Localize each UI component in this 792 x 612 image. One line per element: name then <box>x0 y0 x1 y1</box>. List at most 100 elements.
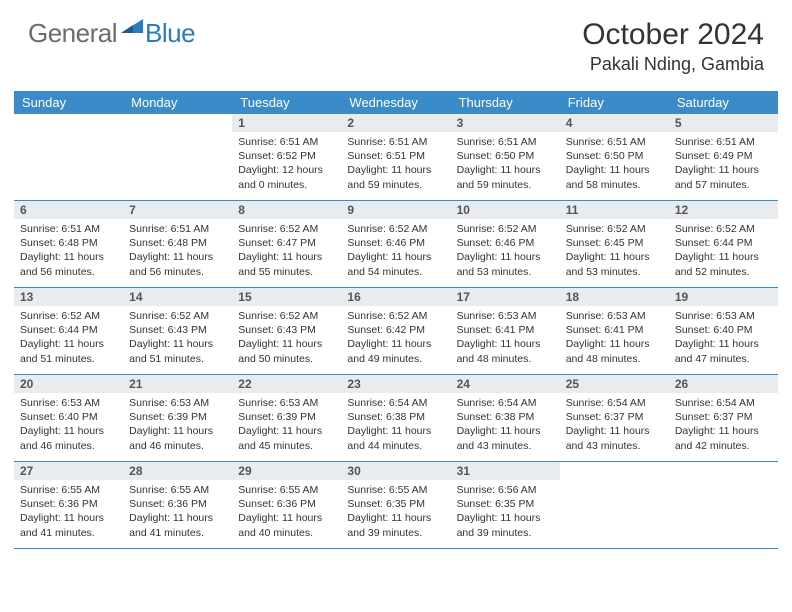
sunrise-text: Sunrise: 6:54 AM <box>675 396 772 410</box>
daylight-text: Daylight: 11 hours and 51 minutes. <box>20 337 117 365</box>
logo-text-general: General <box>28 18 117 49</box>
daylight-text: Daylight: 11 hours and 51 minutes. <box>129 337 226 365</box>
daylight-text: Daylight: 11 hours and 50 minutes. <box>238 337 335 365</box>
day-content: Sunrise: 6:53 AMSunset: 6:40 PMDaylight:… <box>14 393 123 457</box>
daylight-text: Daylight: 11 hours and 48 minutes. <box>457 337 554 365</box>
day-number: 19 <box>669 288 778 306</box>
day-cell: 12Sunrise: 6:52 AMSunset: 6:44 PMDayligh… <box>669 201 778 287</box>
sunset-text: Sunset: 6:45 PM <box>566 236 663 250</box>
sunrise-text: Sunrise: 6:53 AM <box>129 396 226 410</box>
day-cell: 17Sunrise: 6:53 AMSunset: 6:41 PMDayligh… <box>451 288 560 374</box>
day-number: 7 <box>123 201 232 219</box>
weekday-header: Friday <box>560 91 669 114</box>
daylight-text: Daylight: 11 hours and 48 minutes. <box>566 337 663 365</box>
day-cell: 29Sunrise: 6:55 AMSunset: 6:36 PMDayligh… <box>232 462 341 548</box>
weekday-header-row: Sunday Monday Tuesday Wednesday Thursday… <box>14 91 778 114</box>
sunrise-text: Sunrise: 6:52 AM <box>238 222 335 236</box>
day-number: 6 <box>14 201 123 219</box>
week-row: 13Sunrise: 6:52 AMSunset: 6:44 PMDayligh… <box>14 288 778 375</box>
day-content: Sunrise: 6:52 AMSunset: 6:46 PMDaylight:… <box>451 219 560 283</box>
day-cell: 23Sunrise: 6:54 AMSunset: 6:38 PMDayligh… <box>341 375 450 461</box>
day-content: Sunrise: 6:52 AMSunset: 6:47 PMDaylight:… <box>232 219 341 283</box>
weekday-header: Saturday <box>669 91 778 114</box>
sunset-text: Sunset: 6:41 PM <box>566 323 663 337</box>
empty-day-cell <box>123 114 232 200</box>
sunset-text: Sunset: 6:37 PM <box>675 410 772 424</box>
day-number: 25 <box>560 375 669 393</box>
sunset-text: Sunset: 6:52 PM <box>238 149 335 163</box>
sunset-text: Sunset: 6:48 PM <box>20 236 117 250</box>
day-number: 27 <box>14 462 123 480</box>
day-cell: 27Sunrise: 6:55 AMSunset: 6:36 PMDayligh… <box>14 462 123 548</box>
day-content: Sunrise: 6:55 AMSunset: 6:36 PMDaylight:… <box>123 480 232 544</box>
header: General Blue October 2024 Pakali Nding, … <box>0 0 792 83</box>
day-cell: 22Sunrise: 6:53 AMSunset: 6:39 PMDayligh… <box>232 375 341 461</box>
day-number: 13 <box>14 288 123 306</box>
daylight-text: Daylight: 11 hours and 53 minutes. <box>457 250 554 278</box>
sunrise-text: Sunrise: 6:55 AM <box>20 483 117 497</box>
day-number: 23 <box>341 375 450 393</box>
sunset-text: Sunset: 6:36 PM <box>20 497 117 511</box>
sunset-text: Sunset: 6:36 PM <box>129 497 226 511</box>
day-content: Sunrise: 6:53 AMSunset: 6:41 PMDaylight:… <box>451 306 560 370</box>
sunset-text: Sunset: 6:47 PM <box>238 236 335 250</box>
daylight-text: Daylight: 11 hours and 47 minutes. <box>675 337 772 365</box>
day-content: Sunrise: 6:52 AMSunset: 6:42 PMDaylight:… <box>341 306 450 370</box>
day-cell: 1Sunrise: 6:51 AMSunset: 6:52 PMDaylight… <box>232 114 341 200</box>
day-content: Sunrise: 6:53 AMSunset: 6:39 PMDaylight:… <box>123 393 232 457</box>
sunrise-text: Sunrise: 6:51 AM <box>457 135 554 149</box>
day-content: Sunrise: 6:52 AMSunset: 6:44 PMDaylight:… <box>14 306 123 370</box>
sunrise-text: Sunrise: 6:55 AM <box>129 483 226 497</box>
day-number: 31 <box>451 462 560 480</box>
day-content: Sunrise: 6:51 AMSunset: 6:50 PMDaylight:… <box>451 132 560 196</box>
sunset-text: Sunset: 6:35 PM <box>347 497 444 511</box>
daylight-text: Daylight: 11 hours and 54 minutes. <box>347 250 444 278</box>
day-content: Sunrise: 6:55 AMSunset: 6:36 PMDaylight:… <box>232 480 341 544</box>
sunset-text: Sunset: 6:40 PM <box>20 410 117 424</box>
day-cell: 2Sunrise: 6:51 AMSunset: 6:51 PMDaylight… <box>341 114 450 200</box>
day-cell: 18Sunrise: 6:53 AMSunset: 6:41 PMDayligh… <box>560 288 669 374</box>
day-content: Sunrise: 6:51 AMSunset: 6:48 PMDaylight:… <box>14 219 123 283</box>
day-number: 14 <box>123 288 232 306</box>
sunrise-text: Sunrise: 6:53 AM <box>566 309 663 323</box>
day-content: Sunrise: 6:53 AMSunset: 6:40 PMDaylight:… <box>669 306 778 370</box>
sunrise-text: Sunrise: 6:52 AM <box>20 309 117 323</box>
calendar: Sunday Monday Tuesday Wednesday Thursday… <box>14 91 778 549</box>
sunrise-text: Sunrise: 6:51 AM <box>129 222 226 236</box>
day-cell: 8Sunrise: 6:52 AMSunset: 6:47 PMDaylight… <box>232 201 341 287</box>
daylight-text: Daylight: 11 hours and 45 minutes. <box>238 424 335 452</box>
day-cell: 5Sunrise: 6:51 AMSunset: 6:49 PMDaylight… <box>669 114 778 200</box>
weekday-header: Monday <box>123 91 232 114</box>
day-cell: 16Sunrise: 6:52 AMSunset: 6:42 PMDayligh… <box>341 288 450 374</box>
sunset-text: Sunset: 6:46 PM <box>347 236 444 250</box>
daylight-text: Daylight: 11 hours and 55 minutes. <box>238 250 335 278</box>
day-content: Sunrise: 6:52 AMSunset: 6:46 PMDaylight:… <box>341 219 450 283</box>
sunrise-text: Sunrise: 6:51 AM <box>566 135 663 149</box>
day-content: Sunrise: 6:55 AMSunset: 6:35 PMDaylight:… <box>341 480 450 544</box>
week-row: 20Sunrise: 6:53 AMSunset: 6:40 PMDayligh… <box>14 375 778 462</box>
sunset-text: Sunset: 6:38 PM <box>457 410 554 424</box>
daylight-text: Daylight: 11 hours and 58 minutes. <box>566 163 663 191</box>
sunset-text: Sunset: 6:48 PM <box>129 236 226 250</box>
sunrise-text: Sunrise: 6:55 AM <box>238 483 335 497</box>
sunset-text: Sunset: 6:51 PM <box>347 149 444 163</box>
sunrise-text: Sunrise: 6:54 AM <box>566 396 663 410</box>
day-content: Sunrise: 6:54 AMSunset: 6:38 PMDaylight:… <box>341 393 450 457</box>
day-cell: 13Sunrise: 6:52 AMSunset: 6:44 PMDayligh… <box>14 288 123 374</box>
empty-day-cell <box>560 462 669 548</box>
empty-day-cell <box>14 114 123 200</box>
daylight-text: Daylight: 11 hours and 41 minutes. <box>129 511 226 539</box>
day-cell: 14Sunrise: 6:52 AMSunset: 6:43 PMDayligh… <box>123 288 232 374</box>
logo: General Blue <box>28 18 195 49</box>
daylight-text: Daylight: 11 hours and 59 minutes. <box>347 163 444 191</box>
sunset-text: Sunset: 6:37 PM <box>566 410 663 424</box>
sunrise-text: Sunrise: 6:51 AM <box>238 135 335 149</box>
day-content: Sunrise: 6:51 AMSunset: 6:49 PMDaylight:… <box>669 132 778 196</box>
sunrise-text: Sunrise: 6:52 AM <box>347 309 444 323</box>
sunset-text: Sunset: 6:38 PM <box>347 410 444 424</box>
daylight-text: Daylight: 11 hours and 42 minutes. <box>675 424 772 452</box>
sunrise-text: Sunrise: 6:56 AM <box>457 483 554 497</box>
daylight-text: Daylight: 11 hours and 57 minutes. <box>675 163 772 191</box>
day-number: 2 <box>341 114 450 132</box>
week-row: 27Sunrise: 6:55 AMSunset: 6:36 PMDayligh… <box>14 462 778 549</box>
